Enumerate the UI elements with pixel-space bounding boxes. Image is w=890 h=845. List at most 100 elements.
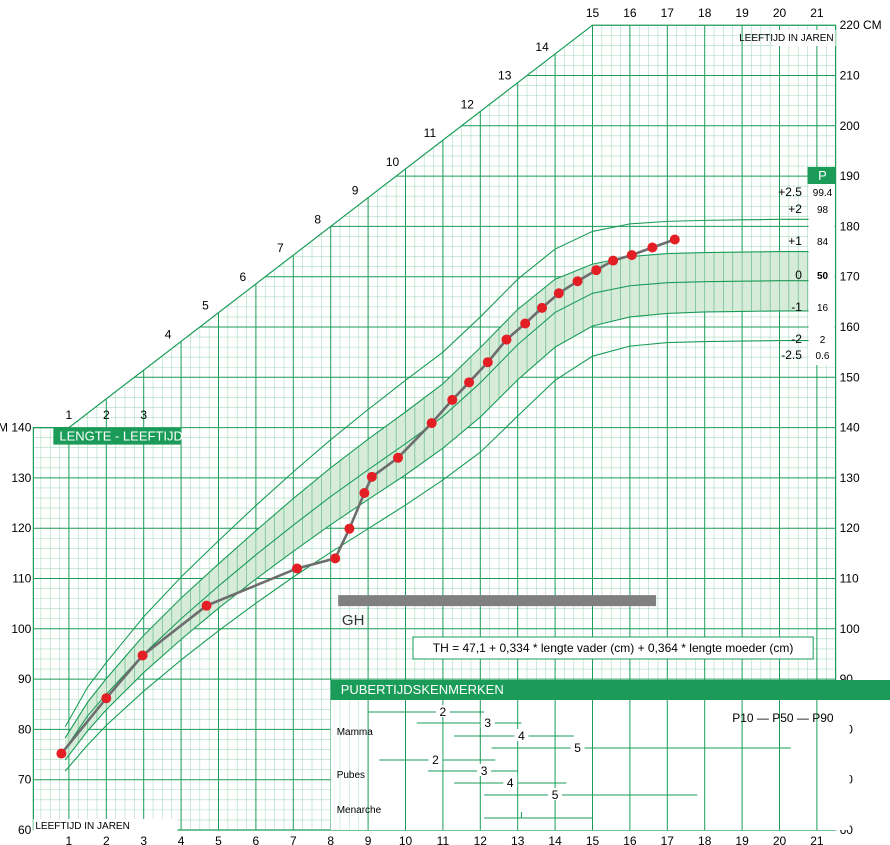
diagonal-age-label: 10 (386, 155, 400, 169)
y-tick-label-right: 150 (840, 370, 860, 384)
y-tick-label-right: 120 (840, 521, 860, 535)
age-caption-top-bg (773, 30, 836, 46)
percentile-header: P (818, 168, 827, 183)
y-left-top-label: CM 140 (0, 421, 32, 435)
puberty-stage-label-bg (548, 788, 563, 800)
y-tick-label-right: 110 (840, 572, 859, 586)
x-tick-label-bottom: 3 (140, 834, 147, 845)
x-tick-label-bottom: 13 (511, 834, 525, 845)
puberty-stage-label: 2 (432, 753, 439, 767)
puberty-stage-label-bg (477, 764, 492, 776)
patient-measurement-point (330, 553, 341, 564)
reference-curves (64, 218, 817, 772)
sds-label: -2 (791, 332, 802, 346)
reference-curve-sds (64, 310, 817, 761)
diagonal-age-label: 7 (277, 241, 284, 255)
th-formula: TH = 47,1 + 0,334 * lengte vader (cm) + … (433, 641, 794, 655)
patient-series (56, 234, 680, 759)
chart-annotations: GH TH = 47,1 + 0,334 * lengte vader (cm) … (330, 595, 890, 830)
diagonal-age-label: 13 (498, 69, 512, 83)
puberty-header-end (828, 680, 890, 700)
y-top-label: 220 CM (840, 18, 882, 32)
x-tick-label-top: 20 (773, 6, 787, 20)
y-tick-label-right: 200 (840, 119, 860, 133)
y-tick-label-left: 110 (12, 572, 31, 586)
x-tick-label-bottom: 18 (698, 834, 712, 845)
patient-measurement-point (426, 418, 437, 429)
x-tick-label-upper-left: 1 (66, 408, 73, 422)
x-tick-label-top: 19 (735, 6, 749, 20)
title-banner (53, 427, 181, 445)
patient-measurement-point (520, 318, 531, 329)
patient-measurement-point (572, 276, 583, 287)
puberty-group-label: Pubes (337, 770, 365, 781)
age-caption-bottom: LEEFTIJD IN JAREN (35, 821, 129, 832)
patient-measurement-point (669, 234, 680, 245)
x-tick-label-top: 15 (586, 6, 600, 20)
x-tick-label-bottom: 12 (474, 834, 488, 845)
puberty-stage-label-bg (503, 776, 518, 788)
y-tick-label-right: 170 (840, 270, 860, 284)
y-tick-label-right: 190 (840, 169, 860, 183)
diagonal-age-label: 9 (352, 184, 359, 198)
percentile-column-bg (808, 184, 835, 365)
diagonal-age-label: 12 (461, 97, 475, 111)
patient-measurement-point (447, 394, 458, 405)
x-tick-label-bottom: 17 (661, 834, 675, 845)
puberty-stage-label-bg (480, 716, 495, 728)
sds-label: 0 (795, 268, 802, 282)
x-tick-label-upper-left: 3 (140, 408, 147, 422)
x-tick-label-bottom: 21 (810, 834, 824, 845)
y-tick-label-left: 90 (18, 672, 32, 686)
sds-band-fill (65, 251, 817, 761)
age-caption-top: LEEFTIJD IN JAREN (739, 33, 833, 44)
gh-label: GH (342, 612, 365, 629)
x-tick-label-bottom: 15 (586, 834, 600, 845)
puberty-stage-label: 3 (481, 764, 488, 778)
puberty-stage-label: 3 (484, 716, 491, 730)
puberty-stage-label: 4 (518, 729, 525, 743)
x-tick-label-bottom: 2 (103, 834, 110, 845)
puberty-panel-bg (330, 680, 850, 830)
y-tick-label-left: 120 (11, 521, 31, 535)
x-tick-label-bottom: 10 (399, 834, 413, 845)
sds-label: -1 (791, 300, 802, 314)
x-tick-label-top: 17 (661, 6, 675, 20)
x-tick-label-bottom: 20 (773, 834, 787, 845)
sds-label: -2.5 (781, 348, 802, 362)
patient-measurement-point (56, 748, 67, 759)
diagonal-age-label: 6 (240, 270, 247, 284)
th-formula-box (412, 636, 814, 660)
chart-title: LENGTE - LEEFTIJD (59, 429, 183, 444)
gh-treatment-bar (338, 595, 657, 607)
percentile-label: 50 (817, 271, 829, 282)
percentile-label: 16 (817, 303, 829, 314)
puberty-stage-label-bg (435, 705, 450, 717)
diagonal-age-label: 11 (424, 126, 437, 140)
x-tick-label-bottom: 1 (66, 834, 73, 845)
patient-measurement-point (537, 302, 548, 313)
sds-label: +1 (788, 234, 802, 248)
diagonal-age-label: 8 (314, 212, 321, 226)
puberty-stage-label: 5 (552, 788, 559, 802)
sds-label: +2 (788, 202, 802, 216)
puberty-group-label: Mamma (337, 727, 374, 738)
patient-measurement-point (292, 563, 303, 574)
patient-measurement-point (201, 600, 212, 611)
x-tick-label-bottom: 16 (623, 834, 637, 845)
patient-measurement-point (366, 471, 377, 482)
percentile-label: 98 (817, 205, 829, 216)
patient-measurement-point (608, 255, 619, 266)
y-tick-label-right: 180 (840, 219, 860, 233)
puberty-legend: P10 — P50 — P90 (732, 711, 834, 725)
percentile-label: 84 (817, 237, 829, 248)
y-tick-label-right: 210 (840, 69, 860, 83)
patient-measurement-point (626, 250, 637, 261)
puberty-header-bg (330, 680, 850, 700)
y-tick-label-left: 70 (18, 773, 32, 787)
percentile-label: 0.6 (816, 351, 830, 362)
patient-measurement-point (647, 242, 658, 253)
patient-measurement-point (482, 357, 493, 368)
x-tick-label-top: 18 (698, 6, 712, 20)
